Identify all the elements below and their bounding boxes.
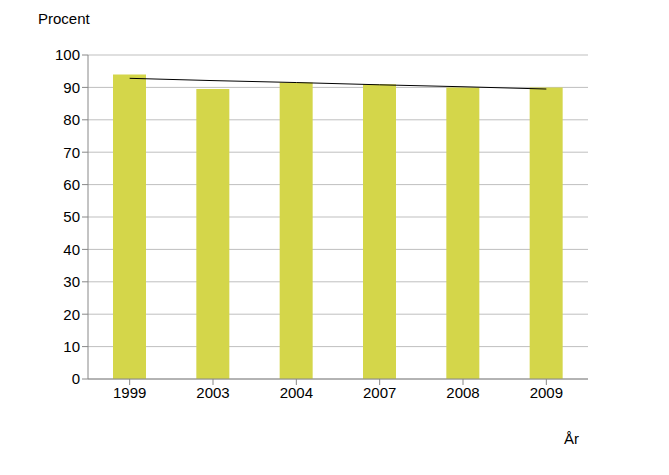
svg-text:40: 40	[63, 241, 80, 258]
svg-text:2003: 2003	[196, 384, 229, 401]
svg-text:2004: 2004	[280, 384, 313, 401]
svg-text:80: 80	[63, 111, 80, 128]
svg-text:0: 0	[72, 370, 80, 387]
svg-text:30: 30	[63, 273, 80, 290]
html-text:År: År	[564, 430, 579, 447]
svg-text:1999: 1999	[113, 384, 146, 401]
svg-text:2009: 2009	[530, 384, 563, 401]
svg-text:2007: 2007	[363, 384, 396, 401]
svg-text:60: 60	[63, 176, 80, 193]
svg-text:10: 10	[63, 338, 80, 355]
html-text:Procent: Procent	[38, 10, 90, 27]
svg-text:50: 50	[63, 208, 80, 225]
svg-text:70: 70	[63, 144, 80, 161]
svg-text:90: 90	[63, 79, 80, 96]
svg-text:100: 100	[55, 46, 80, 63]
svg-text:20: 20	[63, 306, 80, 323]
svg-text:2008: 2008	[446, 384, 479, 401]
